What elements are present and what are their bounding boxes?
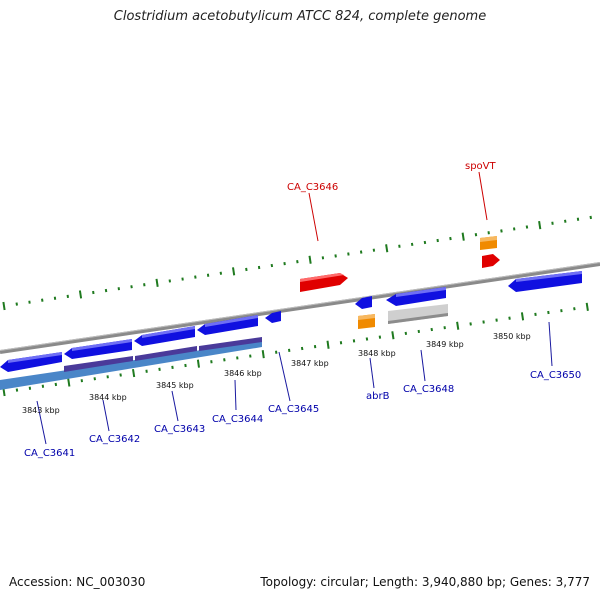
accession-info: Accession: NC_003030 — [9, 575, 145, 589]
scale-tick — [245, 267, 248, 272]
scale-label: 3848 kbp — [358, 349, 396, 358]
scale-tick — [158, 367, 161, 371]
scale-tick — [520, 312, 525, 321]
scale-tick — [423, 240, 427, 245]
scale-tick — [469, 322, 472, 326]
scale-tick — [508, 316, 511, 320]
scale-tick — [296, 260, 299, 264]
genome-backbone — [0, 262, 600, 354]
scale-tick — [385, 244, 389, 253]
label-ca-c3643[interactable]: CA_C3643 — [154, 424, 205, 435]
scale-tick — [194, 275, 197, 279]
label-abrb[interactable]: abrB — [366, 391, 390, 402]
scale-tick — [538, 220, 542, 230]
scale-tick — [564, 219, 567, 223]
scale-label: 3847 kbp — [291, 359, 329, 368]
scale-tick — [391, 331, 395, 340]
gene-labels: CA_C3646 spoVT CA_C3641 CA_C3642 CA_C364… — [24, 161, 581, 459]
scale-tick — [474, 233, 478, 237]
label-ca-c3641[interactable]: CA_C3641 — [24, 448, 75, 459]
cds-band — [0, 341, 262, 390]
gene-ca-c3644[interactable] — [197, 315, 258, 335]
label-ca-c3650[interactable]: CA_C3650 — [530, 370, 581, 381]
label-spovt[interactable]: spoVT — [465, 161, 497, 172]
scale-tick — [232, 267, 236, 276]
scale-tick — [219, 271, 223, 275]
scale-tick — [410, 242, 414, 246]
pseudo-gene[interactable] — [388, 304, 448, 324]
scale-tick — [430, 327, 433, 332]
scale-tick — [456, 321, 460, 330]
gene-ca-c3646[interactable] — [300, 273, 348, 292]
scale-tick — [270, 263, 274, 268]
outer-tick-ring — [2, 215, 592, 311]
gene-ca-c3645[interactable] — [265, 311, 281, 323]
scale-tick — [130, 285, 133, 289]
scale-tick — [41, 298, 44, 302]
scale-tick — [585, 302, 589, 311]
map-title: Clostridium acetobutylicum ATCC 824, com… — [113, 9, 487, 24]
scale-tick — [589, 215, 592, 220]
scale-tick — [261, 350, 265, 359]
gene-ca-c3648[interactable] — [386, 287, 446, 306]
label-ca-c3648[interactable]: CA_C3648 — [403, 384, 454, 395]
cds-band-segment — [64, 356, 133, 372]
scale-label: 3844 kbp — [89, 393, 127, 402]
gene-abrb[interactable] — [355, 296, 372, 309]
scale-tick — [196, 359, 200, 368]
gene-ca-c3642[interactable] — [64, 339, 132, 359]
label-ca-c3642[interactable]: CA_C3642 — [89, 434, 140, 445]
scale-label: 3850 kbp — [493, 332, 531, 341]
accession-label: Accession: — [9, 575, 73, 589]
scale-tick — [15, 302, 18, 306]
scale-tick — [334, 254, 337, 258]
scale-tick — [326, 340, 330, 349]
cds-band-segment — [135, 346, 197, 361]
scale-tick — [93, 377, 96, 381]
scale-labels: 3843 kbp 3844 kbp 3845 kbp 3846 kbp 3847… — [22, 332, 531, 415]
scale-tick — [525, 225, 529, 229]
scale-tick — [449, 236, 452, 241]
scale-tick — [404, 331, 408, 335]
genome-backbone-highlight — [0, 262, 600, 351]
rna-gene-upper[interactable] — [480, 236, 497, 250]
inner-tick-ring — [2, 302, 589, 397]
scale-tick — [2, 301, 6, 311]
scale-tick — [300, 346, 304, 351]
scale-tick — [365, 337, 369, 341]
scale-label: 3849 kbp — [426, 340, 464, 349]
scale-label: 3845 kbp — [156, 381, 194, 390]
cds-band-segment — [199, 337, 262, 351]
gene-spovt[interactable] — [482, 254, 500, 268]
scale-tick — [223, 358, 226, 362]
scale-tick — [104, 288, 108, 293]
gene-ca-c3641[interactable] — [0, 352, 62, 372]
scale-tick — [155, 278, 159, 287]
scale-tick — [54, 382, 58, 387]
label-ca-c3645[interactable]: CA_C3645 — [268, 404, 319, 415]
scale-tick — [573, 307, 576, 311]
rna-gene-lower[interactable] — [358, 314, 375, 329]
gene-ca-c3643[interactable] — [134, 326, 195, 346]
label-ca-c3644[interactable]: CA_C3644 — [212, 414, 263, 425]
scale-tick — [78, 290, 83, 299]
scale-tick — [132, 368, 136, 378]
scale-label: 3846 kbp — [224, 369, 262, 378]
scale-tick — [308, 255, 312, 264]
scale-tick — [359, 250, 363, 254]
scale-tick — [119, 373, 122, 377]
scale-tick — [500, 229, 503, 233]
label-ca-c3646[interactable]: CA_C3646 — [287, 182, 338, 193]
scale-tick — [15, 388, 19, 392]
gene-ca-c3650[interactable] — [508, 271, 582, 292]
accession-number: NC_003030 — [76, 575, 146, 589]
label-leaders — [36, 171, 553, 445]
scale-label: 3843 kbp — [22, 406, 60, 415]
scale-tick — [67, 378, 71, 387]
scale-tick — [461, 232, 465, 241]
genome-summary: Topology: circular; Length: 3,940,880 bp… — [260, 575, 590, 589]
